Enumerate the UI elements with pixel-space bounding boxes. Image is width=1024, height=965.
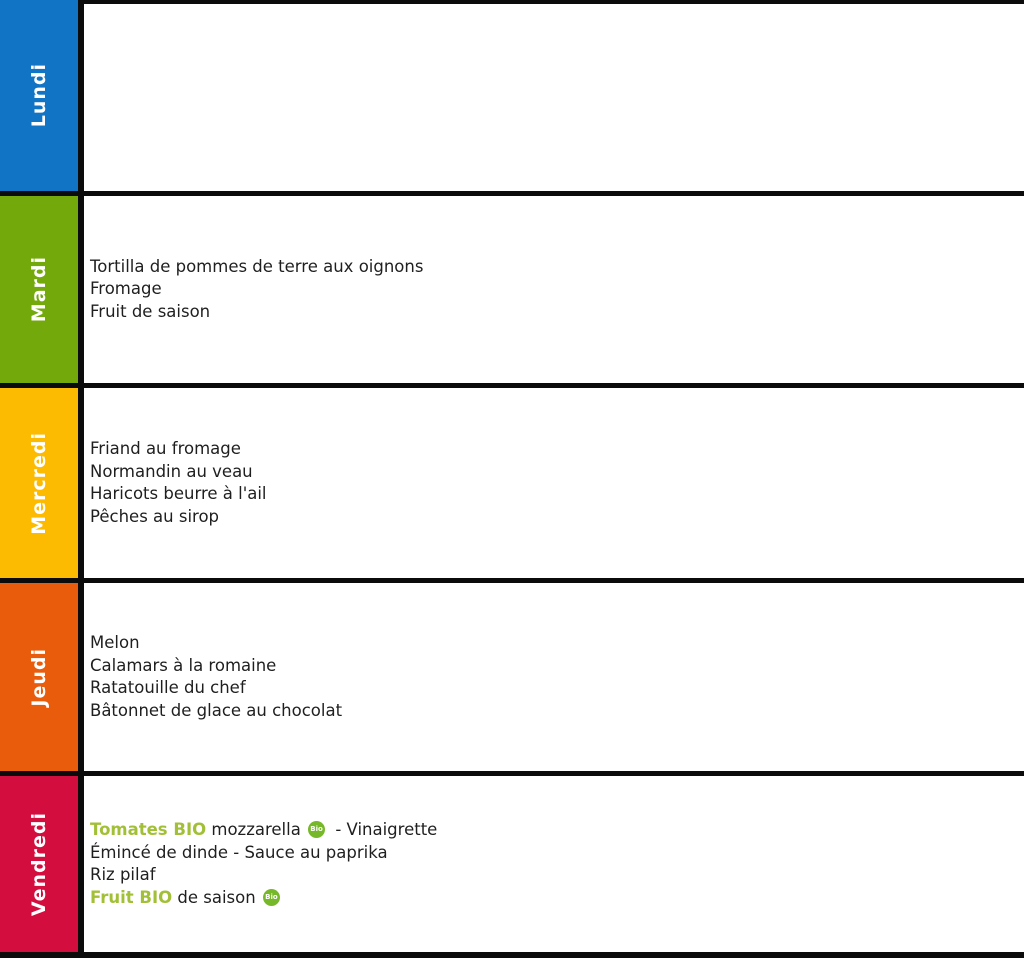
- menu-item-line: Normandin au veau: [90, 461, 1024, 484]
- menu-item-text: Calamars à la romaine: [90, 655, 277, 675]
- menu-item-text: Émincé de dinde - Sauce au paprika: [90, 842, 388, 862]
- menu-item-text: mozzarella: [206, 820, 307, 839]
- menu-row-jeudi: Jeudi Melon Calamars à la romaine Ratatoui…: [0, 583, 1024, 776]
- bio-badge-icon: Bio: [262, 888, 280, 906]
- menu-item-text: Haricots beurre à l'ail: [90, 484, 267, 503]
- menu-item-text: Bâtonnet de glace au chocolat: [90, 700, 343, 720]
- menu-item-line: Pêches au sirop: [90, 506, 1024, 529]
- menu-item-line: Melon: [90, 632, 1024, 655]
- menu-row-mercredi: Mercredi Friand au fromage Normandin au v…: [0, 388, 1024, 583]
- menu-item-line: Friand au fromage: [90, 438, 1024, 461]
- bio-item-text: Tomates BIO: [90, 820, 207, 839]
- menu-row-mardi: Mardi Tortilla de pommes de terre aux oi…: [0, 196, 1024, 388]
- menu-content-jeudi: Melon Calamars à la romaine Ratatouille du…: [84, 583, 1024, 771]
- day-label: Mercredi: [28, 431, 50, 535]
- menu-content-vendredi: Tomates BIO mozzarella Bio - Vinaigrette…: [84, 776, 1024, 952]
- menu-item-text: Tortilla de pommes de terre aux oignons: [90, 256, 424, 276]
- menu-item-text: Friand au fromage: [90, 439, 241, 458]
- menu-item-text: Ratatouille du chef: [90, 678, 246, 697]
- menu-item-text: de saison: [172, 887, 261, 907]
- menu-item-text: Pêches au sirop: [90, 506, 220, 526]
- menu-item-text: Melon: [90, 633, 140, 652]
- menu-content-mercredi: Friand au fromage Normandin au veau Harico…: [84, 388, 1024, 578]
- menu-item-line: Fromage: [90, 278, 1024, 301]
- day-label-cell-jeudi: Jeudi: [0, 583, 84, 771]
- menu-row-lundi: Lundi: [0, 0, 1024, 196]
- menu-item-line: Riz pilaf: [90, 864, 1024, 887]
- menu-item-line: Fruit BIO de saison Bio: [90, 887, 1024, 910]
- day-label-cell-mardi: Mardi: [0, 196, 84, 383]
- menu-item-line: Haricots beurre à l'ail: [90, 483, 1024, 506]
- day-label: Vendredi: [28, 811, 50, 917]
- day-label-cell-mercredi: Mercredi: [0, 388, 84, 578]
- menu-item-text: Normandin au veau: [90, 461, 253, 481]
- menu-items: Tomates BIO mozzarella Bio - Vinaigrette…: [90, 819, 1024, 909]
- menu-item-line: Émincé de dinde - Sauce au paprika: [90, 842, 1024, 865]
- day-label: Mardi: [28, 256, 50, 323]
- bio-badge-icon: Bio: [308, 821, 326, 838]
- menu-item-line: Tortilla de pommes de terre aux oignons: [90, 256, 1024, 279]
- menu-items: Friand au fromage Normandin au veau Harico…: [90, 438, 1024, 528]
- menu-item-line: Ratatouille du chef: [90, 677, 1024, 700]
- bio-item-text: Fruit BIO: [90, 887, 173, 907]
- menu-item-line: Fruit de saison: [90, 301, 1024, 324]
- menu-content-mardi: Tortilla de pommes de terre aux oignons F…: [84, 196, 1024, 383]
- menu-content-lundi: [84, 0, 1024, 191]
- menu-item-text: Fromage: [90, 279, 162, 299]
- day-label: Jeudi: [28, 647, 50, 707]
- menu-item-line: Tomates BIO mozzarella Bio - Vinaigrette: [90, 819, 1024, 842]
- menu-item-text: - Vinaigrette: [330, 820, 438, 839]
- menu-items: Melon Calamars à la romaine Ratatouille du…: [90, 632, 1024, 722]
- menu-item-text: Riz pilaf: [90, 865, 156, 884]
- menu-items: Tortilla de pommes de terre aux oignons F…: [90, 256, 1024, 324]
- day-label: Lundi: [28, 63, 50, 128]
- day-label-cell-lundi: Lundi: [0, 0, 84, 191]
- menu-item-line: Bâtonnet de glace au chocolat: [90, 700, 1024, 723]
- day-label-cell-vendredi: Vendredi: [0, 776, 84, 952]
- menu-item-line: Calamars à la romaine: [90, 655, 1024, 678]
- menu-item-text: Fruit de saison: [90, 301, 211, 321]
- menu-row-vendredi: Vendredi Tomates BIO mozzarella Bio - Vi…: [0, 776, 1024, 958]
